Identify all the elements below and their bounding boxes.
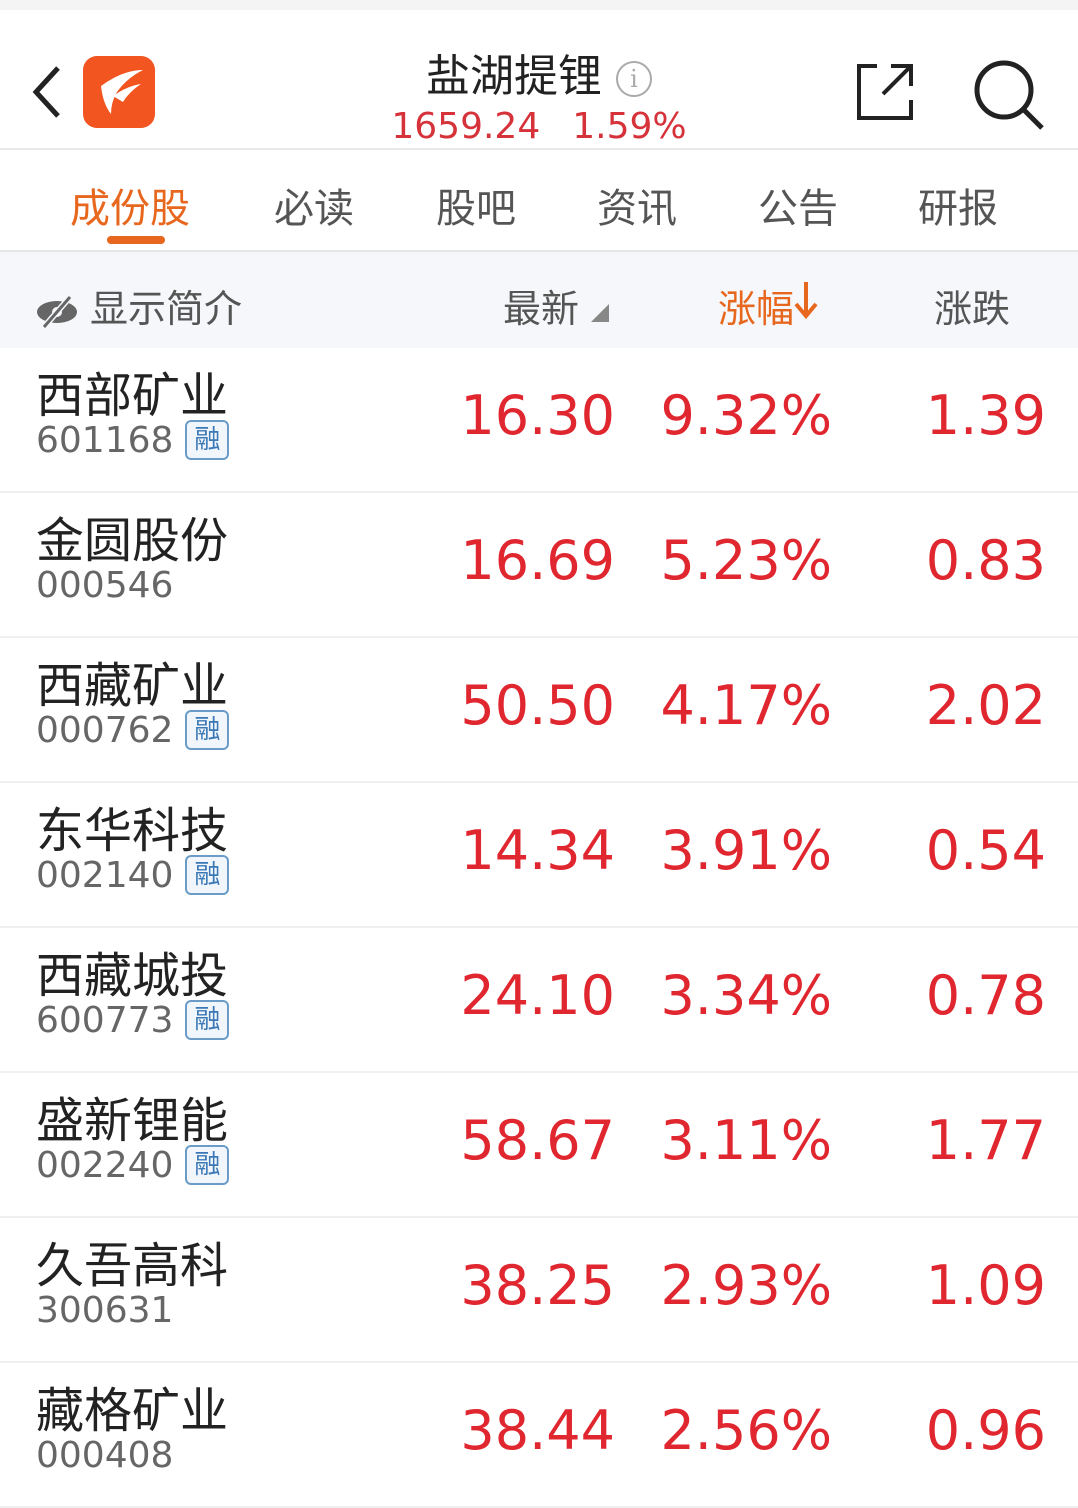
arrow-down-icon xyxy=(794,282,818,320)
change-amount: 0.96 xyxy=(925,1399,1046,1462)
toggle-intro[interactable]: 显示简介 xyxy=(34,278,242,333)
table-row[interactable]: 东华科技 002140 融 14.34 3.91% 0.54 xyxy=(0,783,1078,928)
stock-code: 000762 融 xyxy=(36,710,230,751)
stock-name: 西藏城投 xyxy=(36,948,229,1004)
margin-badge: 融 xyxy=(185,1000,230,1040)
stock-name: 东华科技 xyxy=(36,803,229,859)
table-row[interactable]: 久吾高科 300631 38.25 2.93% 1.09 xyxy=(0,1218,1078,1363)
change-amount: 0.83 xyxy=(925,529,1046,592)
change-amount: 1.09 xyxy=(925,1254,1046,1317)
page-title: 盐湖提锂 i xyxy=(0,40,1078,104)
stock-name: 盛新锂能 xyxy=(36,1093,229,1149)
tab-bar: 成份股 必读 股吧 资讯 公告 研报 xyxy=(0,150,1078,252)
sort-triangle-icon xyxy=(591,304,610,322)
stock-code: 300631 xyxy=(36,1290,174,1331)
stock-code: 600773 融 xyxy=(36,1000,230,1041)
table-row[interactable]: 藏格矿业 000408 38.44 2.56% 0.96 xyxy=(0,1363,1078,1508)
column-header: 显示简介 最新 涨幅 涨跌 xyxy=(0,252,1078,348)
index-change: 1.59% xyxy=(572,106,687,147)
back-icon[interactable] xyxy=(28,62,68,122)
tab-research[interactable]: 研报 xyxy=(918,186,998,232)
app-logo xyxy=(83,56,155,128)
tab-must-read[interactable]: 必读 xyxy=(274,186,354,232)
margin-badge: 融 xyxy=(185,1145,230,1185)
tab-forum[interactable]: 股吧 xyxy=(436,186,516,232)
change-percent: 2.56% xyxy=(660,1399,832,1462)
index-quote: 1659.24 1.59% xyxy=(0,106,1078,147)
change-percent: 9.32% xyxy=(660,384,832,447)
latest-price: 14.34 xyxy=(460,819,615,882)
status-strip xyxy=(0,0,1078,10)
sort-change[interactable]: 涨跌 xyxy=(934,287,1011,331)
stock-code: 000408 xyxy=(36,1435,174,1476)
latest-price: 16.30 xyxy=(460,384,615,447)
stock-name: 西藏矿业 xyxy=(36,658,229,714)
change-percent: 3.34% xyxy=(660,964,832,1027)
latest-price: 24.10 xyxy=(460,964,615,1027)
tab-announcements[interactable]: 公告 xyxy=(758,186,838,232)
stock-name: 金圆股份 xyxy=(36,513,229,569)
stock-code: 000546 xyxy=(36,565,174,606)
table-row[interactable]: 西藏城投 600773 融 24.10 3.34% 0.78 xyxy=(0,928,1078,1073)
table-row[interactable]: 西藏矿业 000762 融 50.50 4.17% 2.02 xyxy=(0,638,1078,783)
active-tab-indicator xyxy=(107,236,165,244)
stock-code: 002240 融 xyxy=(36,1145,230,1186)
table-row[interactable]: 金圆股份 000546 16.69 5.23% 0.83 xyxy=(0,493,1078,638)
latest-price: 58.67 xyxy=(460,1109,615,1172)
sort-latest[interactable]: 最新 xyxy=(503,278,610,333)
stock-name: 久吾高科 xyxy=(36,1238,229,1294)
change-amount: 1.39 xyxy=(925,384,1046,447)
change-percent: 3.91% xyxy=(660,819,832,882)
margin-badge: 融 xyxy=(185,855,230,895)
change-percent: 4.17% xyxy=(660,674,832,737)
change-percent: 3.11% xyxy=(660,1109,832,1172)
stock-name: 西部矿业 xyxy=(36,368,229,424)
index-value: 1659.24 xyxy=(391,106,541,147)
change-amount: 0.78 xyxy=(925,964,1046,1027)
stock-list: 西部矿业 601168 融 16.30 9.32% 1.39 金圆股份 000546… xyxy=(0,348,1078,1508)
stock-name: 藏格矿业 xyxy=(36,1383,229,1439)
eye-hidden-icon xyxy=(37,294,77,329)
latest-price: 50.50 xyxy=(460,674,615,737)
table-row[interactable]: 盛新锂能 002240 融 58.67 3.11% 1.77 xyxy=(0,1073,1078,1218)
latest-price: 38.25 xyxy=(460,1254,615,1317)
change-amount: 0.54 xyxy=(925,819,1046,882)
change-percent: 5.23% xyxy=(660,529,832,592)
header: 盐湖提锂 i 1659.24 1.59% xyxy=(0,10,1078,150)
margin-badge: 融 xyxy=(185,420,230,460)
stock-code: 601168 融 xyxy=(36,420,230,461)
change-percent: 2.93% xyxy=(660,1254,832,1317)
sort-change-pct[interactable]: 涨幅 xyxy=(718,278,818,333)
tab-constituents[interactable]: 成份股 xyxy=(70,186,190,232)
stock-code: 002140 融 xyxy=(36,855,230,896)
search-icon[interactable] xyxy=(972,58,1046,132)
change-amount: 1.77 xyxy=(925,1109,1046,1172)
latest-price: 16.69 xyxy=(460,529,615,592)
table-row[interactable]: 西部矿业 601168 融 16.30 9.32% 1.39 xyxy=(0,348,1078,493)
tab-news[interactable]: 资讯 xyxy=(597,186,677,232)
info-icon[interactable]: i xyxy=(616,61,652,97)
change-amount: 2.02 xyxy=(925,674,1046,737)
margin-badge: 融 xyxy=(185,710,230,750)
latest-price: 38.44 xyxy=(460,1399,615,1462)
share-icon[interactable] xyxy=(855,62,915,122)
